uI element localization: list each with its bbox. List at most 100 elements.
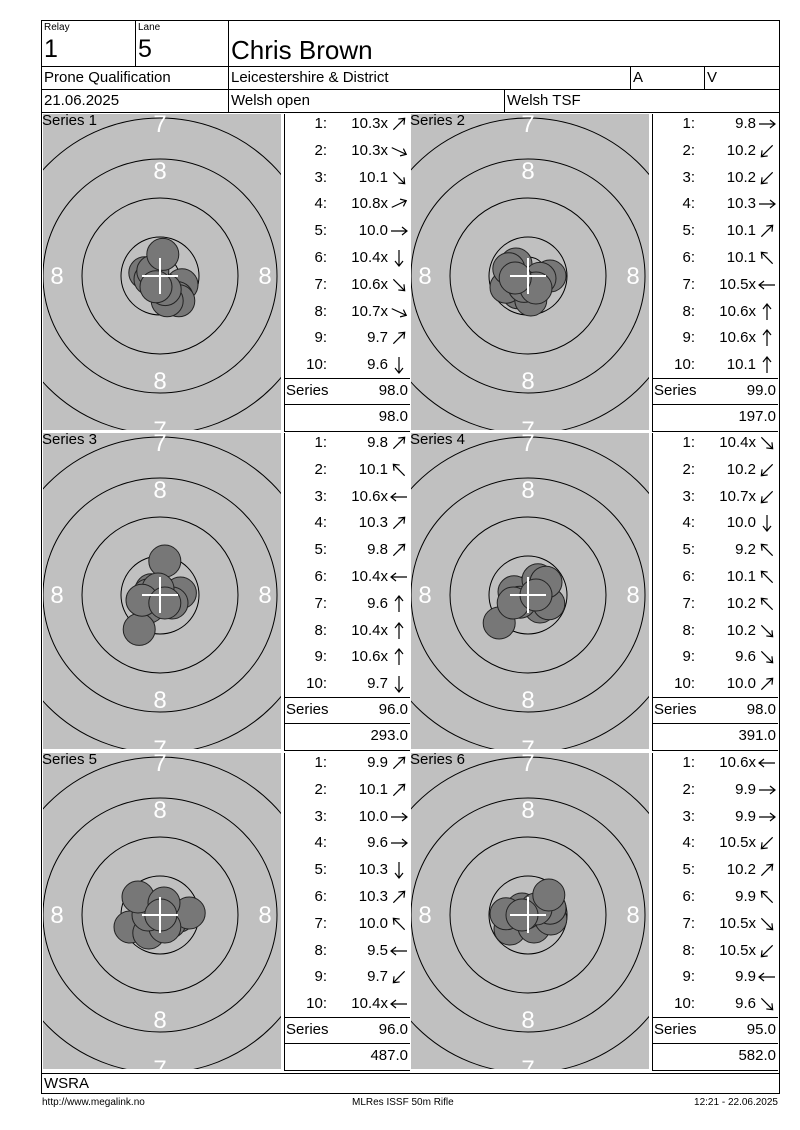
shot-number: 9: — [682, 329, 695, 347]
series-total-divider — [652, 697, 778, 698]
shot-list-left-border — [284, 114, 285, 432]
series-total-label: Series — [654, 701, 697, 718]
shot-score: 10.7x — [351, 302, 388, 320]
shot-score: 10.0 — [358, 222, 388, 240]
shot-number: 10: — [306, 995, 327, 1013]
shot-score: 9.9 — [735, 807, 756, 825]
shot-number: 1: — [682, 754, 695, 771]
shot-row: 3: 10.2 — [652, 165, 778, 191]
center-crosshair — [142, 897, 178, 933]
ring-label-7-top: 7 — [153, 114, 166, 138]
shot-score: 9.6 — [367, 834, 388, 852]
shot-score: 9.5 — [367, 941, 388, 959]
shot-number: 9: — [314, 968, 327, 986]
shot-direction-arrow-icon — [760, 863, 774, 877]
series-title: Series 4 — [410, 431, 466, 448]
target-ring — [411, 477, 646, 713]
shot-row: 6: 10.4x — [284, 245, 410, 271]
shot-score: 10.3 — [358, 514, 388, 532]
shot-score: 9.8 — [735, 115, 756, 132]
ring-label-8-bottom: 8 — [521, 687, 534, 714]
shot-row: 8: 10.7x — [284, 299, 410, 325]
target-ring — [43, 477, 278, 713]
shot-score: 9.6 — [367, 594, 388, 612]
shot-direction-arrow-icon — [391, 226, 408, 236]
shot-score: 9.9 — [367, 754, 388, 771]
shot-number: 2: — [314, 460, 327, 478]
shot-row: 2: 10.1 — [284, 457, 410, 483]
shot-number: 10: — [306, 356, 327, 374]
running-total-value: 582.0 — [738, 1047, 776, 1064]
shot-score: 9.6 — [735, 648, 756, 666]
shot-row: 4: 10.0 — [652, 510, 778, 536]
shot-list-left-border — [652, 433, 653, 751]
relay-value: 1 — [44, 35, 58, 63]
shot-direction-arrow-icon — [392, 278, 406, 292]
frame-left — [41, 20, 42, 1094]
shot-row: 3: 10.1 — [284, 165, 410, 191]
shot-number: 6: — [682, 888, 695, 905]
shot-number: 7: — [682, 914, 695, 932]
shot-direction-arrow-icon — [391, 812, 408, 822]
series-total-value: 96.0 — [378, 701, 408, 718]
shot-direction-arrow-icon — [760, 677, 774, 691]
target-ring — [411, 117, 649, 430]
series-target: 7 8 8 7 8 8 — [43, 114, 281, 430]
shot-direction-arrow-icon — [758, 972, 775, 982]
ring-label-8-left: 8 — [418, 582, 431, 609]
shot-number: 3: — [314, 487, 327, 505]
shot-number: 2: — [682, 460, 695, 478]
shot-row: 4: 10.5x — [652, 830, 778, 856]
shot-number: 2: — [682, 780, 695, 798]
shot-number: 1: — [314, 115, 327, 132]
ring-label-8-bottom: 8 — [153, 1007, 166, 1034]
series-total-label: Series — [286, 1021, 329, 1038]
center-crosshair — [510, 258, 546, 294]
target-ring — [449, 836, 607, 994]
association-name: WSRA — [44, 1075, 89, 1092]
series-total-value: 98.0 — [746, 701, 776, 718]
shot-row: 1: 10.6x — [652, 750, 778, 776]
shot-hole — [122, 612, 156, 646]
shot-score: 10.0 — [726, 675, 756, 693]
shot-direction-arrow-icon — [760, 651, 774, 664]
shot-score: 10.1 — [358, 168, 388, 186]
center-crosshair — [142, 258, 178, 294]
shot-number: 5: — [314, 861, 327, 879]
shot-score: 10.6x — [719, 302, 756, 320]
shot-direction-arrow-icon — [392, 436, 406, 450]
shot-row: 3: 10.0 — [284, 804, 410, 830]
target-ring — [43, 756, 281, 1069]
organizer-name: Welsh TSF — [507, 92, 581, 109]
ring-label-7-top: 7 — [153, 753, 166, 777]
website-link[interactable]: http://www.megalink.no — [42, 1097, 145, 1108]
shot-number: 10: — [674, 356, 695, 374]
shot-score: 10.0 — [726, 514, 756, 532]
target-ring — [81, 836, 239, 994]
shot-score: 10.1 — [726, 249, 756, 266]
shot-direction-arrow-icon — [760, 890, 774, 904]
shot-list: 1: 10.4x 2: 10.2 3: 10.7x 4: 10.0 5: 9.2 6: 10.1 7: 1… — [652, 433, 778, 751]
ring-label-7-bottom: 7 — [153, 1056, 166, 1069]
shot-row: 4: 9.6 — [284, 830, 410, 856]
shot-direction-arrow-icon — [760, 998, 774, 1011]
shot-row: 10: 10.4x — [284, 991, 410, 1017]
target-ring — [411, 756, 649, 1069]
organizer-divider — [504, 89, 505, 112]
shot-row: 1: 9.8 — [284, 430, 410, 456]
series-total-divider — [652, 1017, 778, 1018]
shot-score: 10.5x — [719, 941, 756, 959]
shot-score: 10.0 — [358, 914, 388, 932]
running-total-divider — [652, 404, 778, 405]
target-ring — [411, 158, 646, 394]
shot-row: 3: 10.7x — [652, 484, 778, 510]
shot-number: 7: — [314, 914, 327, 932]
shot-list: 1: 9.9 2: 10.1 3: 10.0 4: 9.6 5: 10.3 6: 10.3 7: 10.0… — [284, 753, 410, 1071]
shot-direction-arrow-icon — [392, 517, 406, 530]
shot-row: 5: 9.8 — [284, 537, 410, 563]
ring-label-8-top: 8 — [153, 797, 166, 824]
block-bottom-divider — [652, 431, 778, 432]
shot-score: 9.6 — [735, 995, 756, 1013]
ring-label-8-left: 8 — [50, 582, 63, 609]
relay-lane-divider — [135, 20, 136, 66]
